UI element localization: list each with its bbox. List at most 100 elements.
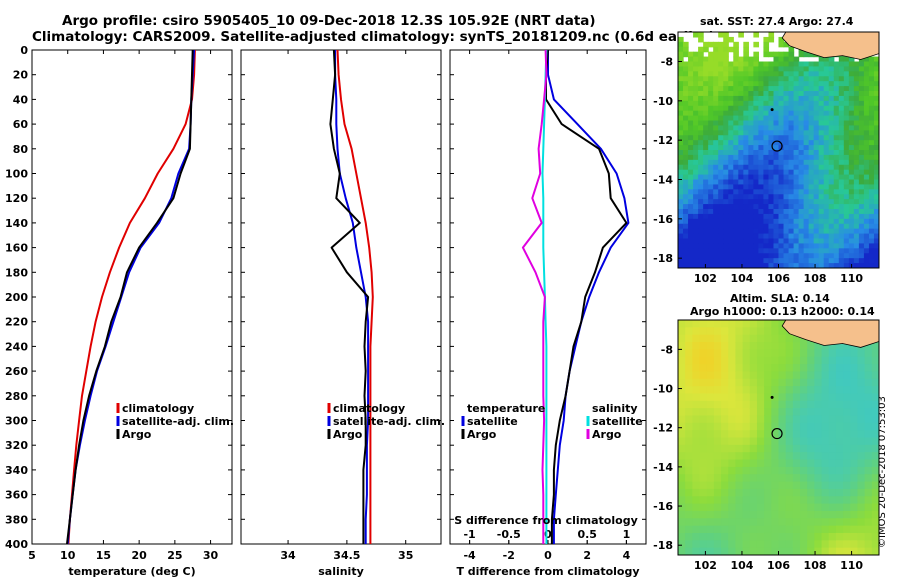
y-tick-label-1: 20 (13, 69, 29, 82)
y-tick-label-2: 40 (13, 93, 29, 106)
sst-map: 102 104 106 108 110 -8 -10 -12 -14 -16 -18 (653, 31, 880, 285)
salinity-panel: 34 34.5 35 salinity climatologysatellite-adj… (240, 49, 445, 578)
sla-map-title: Altim. SLA: 0.14 (730, 292, 830, 305)
s-diff-tick-label-0: -1 (463, 528, 475, 541)
y-tick-label-9: 180 (5, 266, 28, 279)
x-tick-label-0-5: 30 (203, 549, 219, 562)
sla-x-tick-label-0: 102 (694, 559, 717, 572)
temperature-panel: 0 20 40 60 80 100 120 140 160 180 200 220 240 260 280 3… (5, 44, 234, 578)
sst-y-tick-label-3: -14 (653, 174, 673, 187)
x-tick-label-2-0: -4 (463, 549, 476, 562)
x-tick-label-0-1: 10 (60, 549, 76, 562)
y-tick-label-11: 220 (5, 316, 28, 329)
height-map-title: Argo h1000: 0.13 h2000: 0.14 (690, 305, 875, 318)
x-tick-label-0-4: 25 (167, 549, 182, 562)
plot-frame-2 (449, 49, 647, 545)
sla-y-tick-label-1: -10 (653, 383, 673, 396)
sst-argo-marker (771, 140, 783, 152)
y-tick-label-12: 240 (5, 340, 28, 353)
y-tick-label-14: 280 (5, 390, 28, 403)
difference-panel: -4 -2 0 2 4 -1 -0.5 0 0.5 1 T difference from clim… (449, 49, 647, 578)
sst-x-tick-label-4: 110 (840, 272, 863, 285)
series-t-satellite (547, 50, 630, 544)
sst-y-tick-label-0: -8 (661, 56, 673, 69)
y-tick-label-16: 320 (5, 439, 28, 452)
sst-island (770, 108, 774, 112)
sla-island (770, 395, 774, 399)
temperature-axis-label: temperature (deg C) (68, 565, 195, 578)
y-tick-label-15: 300 (5, 415, 28, 428)
series-climatology (336, 50, 374, 544)
x-tick-label-1-0: 34 (280, 549, 296, 562)
series-argo (66, 50, 194, 544)
y-tick-label-6: 120 (5, 192, 28, 205)
s-diff-legend-label-2: Argo (592, 428, 622, 441)
s-diff-tick-label-1: -0.5 (497, 528, 521, 541)
chart-subtitle: Climatology: CARS2009. Satellite-adjuste… (32, 29, 715, 45)
sla-x-tick-label-4: 110 (840, 559, 863, 572)
y-tick-label-4: 80 (13, 143, 29, 156)
x-tick-label-2-3: 2 (583, 549, 591, 562)
plot-frame-0 (31, 49, 233, 545)
plot-frame-1 (240, 49, 442, 545)
sla-coastline (781, 320, 879, 348)
sst-x-tick-label-3: 108 (804, 272, 827, 285)
series-s-argo (521, 50, 548, 544)
sla-x-tick-label-3: 108 (804, 559, 827, 572)
sla-map: 102 104 106 108 110 -8 -10 -12 -14 -16 -18 (653, 319, 880, 572)
s-diff-legend-label-1: satellite (592, 415, 643, 428)
x-tick-label-2-1: -2 (503, 549, 515, 562)
x-tick-label-2-4: 4 (623, 549, 631, 562)
t-diff-legend-label-0: temperature (467, 402, 545, 415)
sla-y-tick-label-5: -18 (653, 539, 673, 552)
sst-x-tick-label-2: 106 (767, 272, 790, 285)
sla-x-tick-label-2: 106 (767, 559, 790, 572)
x-tick-label-0-0: 5 (28, 549, 36, 562)
sst-y-tick-label-4: -16 (653, 213, 673, 226)
difference-axis-label: T difference from climatology (456, 565, 639, 578)
chart-title: Argo profile: csiro 5905405_10 09-Dec-20… (62, 13, 596, 29)
s-diff-tick-label-4: 1 (623, 528, 631, 541)
sla-argo-marker (771, 427, 783, 440)
x-tick-label-0-3: 20 (131, 549, 147, 562)
sst-x-tick-label-1: 104 (730, 272, 753, 285)
x-tick-label-2-2: 0 (544, 549, 552, 562)
s-difference-axis-label: S difference from climatology (454, 514, 638, 527)
y-tick-label-13: 260 (5, 365, 28, 378)
sla-y-tick-label-2: -12 (653, 422, 673, 435)
s-diff-legend-label-0: salinity (592, 402, 638, 415)
x-tick-label-1-2: 35 (398, 549, 413, 562)
y-tick-label-19: 380 (5, 513, 28, 526)
sst-y-tick-label-2: -12 (653, 134, 673, 147)
sst-x-tick-label-0: 102 (694, 272, 717, 285)
y-tick-label-0: 0 (20, 44, 28, 57)
sla-y-tick-label-3: -14 (653, 461, 673, 474)
sst-y-tick-label-1: -10 (653, 95, 673, 108)
y-tick-label-10: 200 (5, 291, 28, 304)
salinity-legend-label-2: Argo (333, 428, 363, 441)
y-tick-label-18: 360 (5, 489, 28, 502)
series-t-argo (545, 50, 628, 544)
t-diff-legend-label-1: satellite (467, 415, 518, 428)
salinity-legend-label-0: climatology (333, 402, 405, 415)
sla-y-tick-label-0: -8 (661, 343, 673, 356)
temperature-legend-label-1: satellite-adj. clim. (122, 415, 234, 428)
temperature-legend-label-2: Argo (122, 428, 152, 441)
t-diff-legend-label-2: Argo (467, 428, 497, 441)
salinity-axis-label: salinity (318, 565, 364, 578)
y-tick-label-17: 340 (5, 464, 28, 477)
s-diff-tick-label-3: 0.5 (577, 528, 597, 541)
y-tick-label-20: 400 (5, 538, 28, 551)
y-tick-label-5: 100 (5, 168, 28, 181)
temperature-legend-label-0: climatology (122, 402, 194, 415)
series-climatology (67, 50, 196, 544)
y-tick-label-8: 160 (5, 242, 28, 255)
sst-map-title: sat. SST: 27.4 Argo: 27.4 (700, 15, 854, 28)
x-tick-label-1-1: 34.5 (333, 549, 360, 562)
series-satellite-adj-clim- (334, 50, 370, 544)
sla-y-tick-label-4: -16 (653, 500, 673, 513)
sla-x-tick-label-1: 104 (730, 559, 753, 572)
series-argo (329, 50, 370, 544)
sst-field (678, 32, 879, 268)
